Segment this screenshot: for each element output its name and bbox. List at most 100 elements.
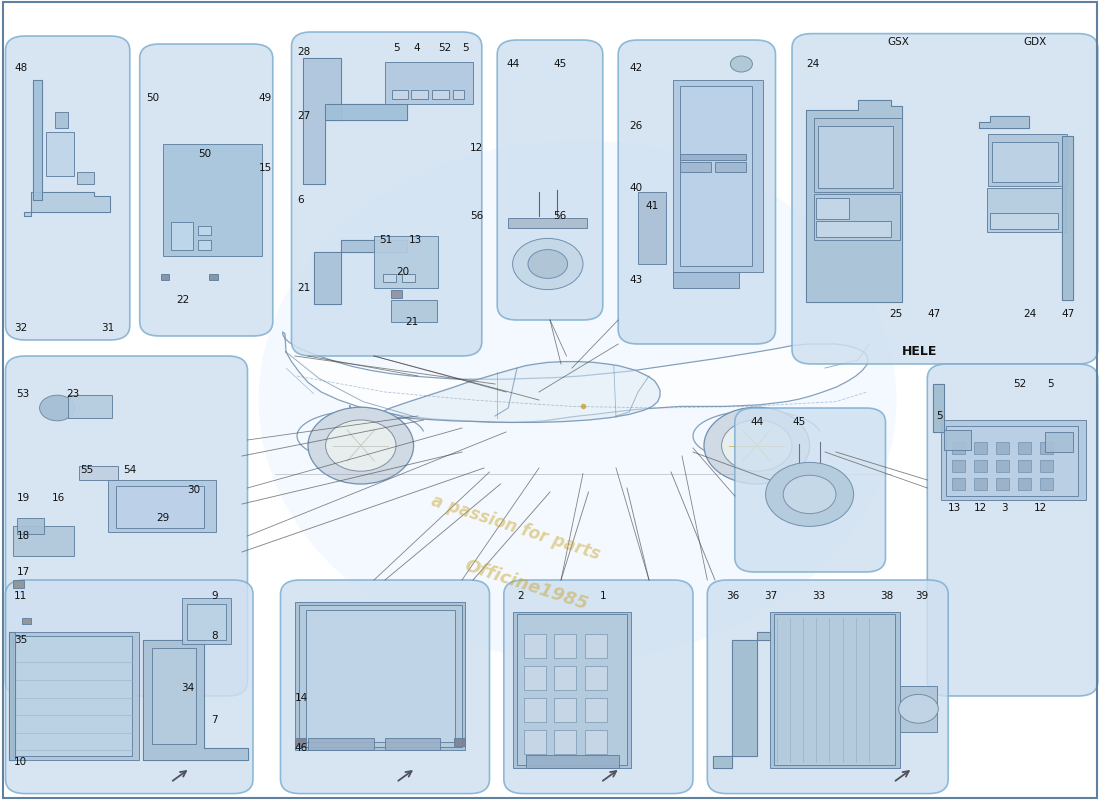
Text: 43: 43 [629,275,642,285]
Bar [554,666,576,690]
Bar [814,118,902,192]
Bar [209,274,218,280]
FancyBboxPatch shape [707,580,948,794]
Polygon shape [33,80,42,200]
Polygon shape [713,632,770,768]
Bar [1040,442,1053,454]
Bar [453,90,464,99]
Bar [402,274,415,282]
Bar [508,218,587,228]
Text: 47: 47 [927,309,940,318]
Bar [940,420,1086,500]
Text: 1: 1 [600,591,606,601]
FancyBboxPatch shape [6,580,253,794]
Text: 50: 50 [198,149,211,158]
Bar [79,466,118,480]
Text: 32: 32 [14,323,28,333]
Bar [306,610,455,742]
FancyBboxPatch shape [280,580,490,794]
Bar [974,478,987,490]
Bar [308,738,374,750]
Text: 16: 16 [52,493,65,502]
Text: 12: 12 [974,503,987,513]
Text: 14: 14 [295,693,308,702]
Bar [46,132,74,176]
Text: 13: 13 [948,503,961,513]
Text: 47: 47 [1062,309,1075,318]
Circle shape [704,407,810,484]
Bar [680,154,746,160]
Bar [55,112,68,128]
Bar [673,80,763,272]
Text: 29: 29 [156,514,169,523]
Text: 42: 42 [629,63,642,73]
Ellipse shape [358,220,798,580]
Bar [513,612,631,768]
Polygon shape [979,116,1028,128]
Bar [383,274,396,282]
Bar [987,188,1066,232]
Bar [161,274,169,280]
Bar [392,90,408,99]
Circle shape [722,420,792,471]
Text: 9: 9 [211,591,218,601]
FancyBboxPatch shape [6,356,248,696]
Polygon shape [1062,136,1072,300]
Bar [411,90,428,99]
Bar [990,213,1058,229]
Bar [13,636,132,756]
Bar [900,686,937,732]
Text: 17: 17 [16,567,30,577]
FancyBboxPatch shape [6,36,130,340]
Bar [680,86,752,266]
Bar [673,272,739,288]
Bar [554,634,576,658]
Bar [198,240,211,250]
Text: 11: 11 [14,591,28,601]
Bar [1018,442,1031,454]
Bar [946,426,1078,496]
Text: 35: 35 [14,635,28,645]
Text: 49: 49 [258,93,272,102]
Text: Officine1985: Officine1985 [462,557,591,614]
Text: 37: 37 [764,591,778,601]
Text: 10: 10 [14,757,28,766]
Bar [170,222,192,250]
Polygon shape [24,192,110,216]
Bar [13,580,24,588]
Text: 54: 54 [123,465,136,474]
Text: 27: 27 [297,111,310,121]
Bar [996,478,1009,490]
Bar [108,480,216,532]
Text: 52: 52 [438,43,451,53]
Bar [9,632,139,760]
Bar [816,221,891,237]
FancyBboxPatch shape [292,32,482,356]
Text: 56: 56 [470,211,483,221]
Bar [524,698,546,722]
FancyBboxPatch shape [735,408,886,572]
Bar [390,300,437,322]
Text: 40: 40 [629,183,642,193]
Text: 21: 21 [297,283,310,293]
Text: 34: 34 [182,683,195,693]
Text: 33: 33 [812,591,825,601]
Bar [1045,432,1072,452]
Bar [524,730,546,754]
Bar [385,738,440,750]
Bar [526,755,619,768]
Bar [374,236,438,288]
Bar [454,738,465,746]
Text: 23: 23 [66,389,79,398]
Circle shape [308,407,414,484]
Bar [13,526,74,556]
Text: 39: 39 [915,591,928,601]
Bar [952,442,965,454]
Polygon shape [143,640,248,760]
Bar [152,648,196,744]
Text: a passion for parts: a passion for parts [429,492,603,564]
Text: 28: 28 [297,47,310,57]
Bar [952,460,965,472]
Text: 46: 46 [295,743,308,753]
Bar [385,62,473,104]
